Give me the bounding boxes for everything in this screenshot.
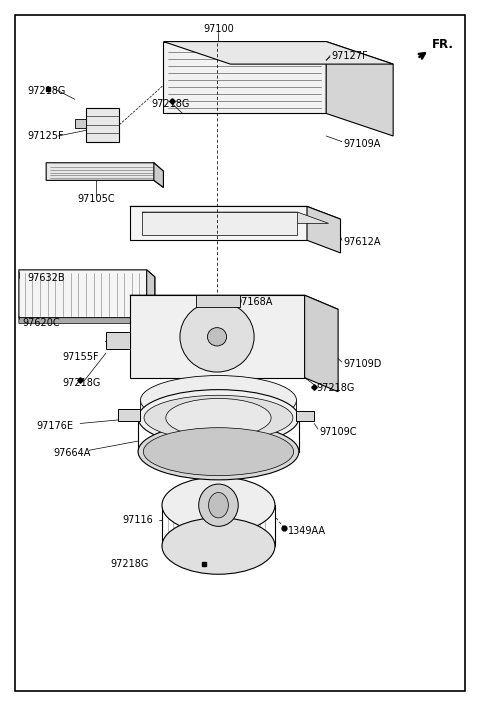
Polygon shape — [147, 270, 155, 326]
Text: 97218G: 97218G — [62, 378, 100, 388]
Text: 97100: 97100 — [203, 24, 234, 34]
Text: 97620C: 97620C — [22, 318, 60, 328]
Polygon shape — [118, 409, 141, 421]
Polygon shape — [19, 318, 155, 326]
Ellipse shape — [141, 376, 297, 425]
Polygon shape — [163, 42, 393, 64]
Text: 97612A: 97612A — [343, 237, 381, 246]
Ellipse shape — [207, 328, 227, 346]
Polygon shape — [297, 411, 314, 421]
Ellipse shape — [180, 301, 254, 372]
Text: 97105C: 97105C — [77, 194, 115, 205]
Polygon shape — [305, 295, 338, 392]
Polygon shape — [307, 206, 340, 253]
Text: 97109A: 97109A — [343, 140, 380, 150]
Text: FR.: FR. — [432, 38, 454, 51]
Ellipse shape — [209, 493, 228, 518]
Text: 97176E: 97176E — [36, 421, 73, 431]
Polygon shape — [130, 295, 305, 378]
Text: 97218G: 97218G — [27, 86, 65, 96]
Polygon shape — [142, 212, 298, 234]
Polygon shape — [106, 332, 130, 349]
Polygon shape — [130, 206, 307, 240]
Polygon shape — [142, 212, 328, 223]
Polygon shape — [196, 295, 240, 307]
Text: 97155F: 97155F — [62, 352, 98, 361]
Polygon shape — [19, 270, 155, 321]
Text: 97632B: 97632B — [27, 273, 65, 282]
Text: 1349AA: 1349AA — [288, 525, 326, 536]
Text: 97168A: 97168A — [235, 297, 273, 307]
Polygon shape — [46, 163, 163, 187]
Polygon shape — [75, 119, 86, 128]
Ellipse shape — [138, 424, 299, 480]
Ellipse shape — [162, 477, 275, 533]
Text: 97218G: 97218G — [317, 383, 355, 393]
Polygon shape — [154, 163, 163, 187]
Ellipse shape — [138, 390, 299, 446]
Text: 97116: 97116 — [123, 515, 154, 525]
Text: 97218G: 97218G — [111, 559, 149, 569]
Polygon shape — [130, 206, 340, 219]
Text: 97664A: 97664A — [53, 448, 91, 458]
Text: 97218G: 97218G — [152, 100, 190, 109]
Ellipse shape — [199, 484, 238, 527]
Text: 97127F: 97127F — [331, 51, 368, 61]
Polygon shape — [326, 42, 393, 136]
Polygon shape — [86, 108, 120, 142]
Ellipse shape — [162, 518, 275, 574]
Text: 97125F: 97125F — [27, 131, 64, 141]
Text: 97109D: 97109D — [343, 359, 381, 369]
Ellipse shape — [144, 395, 293, 441]
Ellipse shape — [144, 428, 294, 476]
Ellipse shape — [166, 398, 271, 437]
Polygon shape — [130, 295, 338, 309]
Text: 97109C: 97109C — [319, 427, 357, 437]
Polygon shape — [163, 42, 326, 114]
